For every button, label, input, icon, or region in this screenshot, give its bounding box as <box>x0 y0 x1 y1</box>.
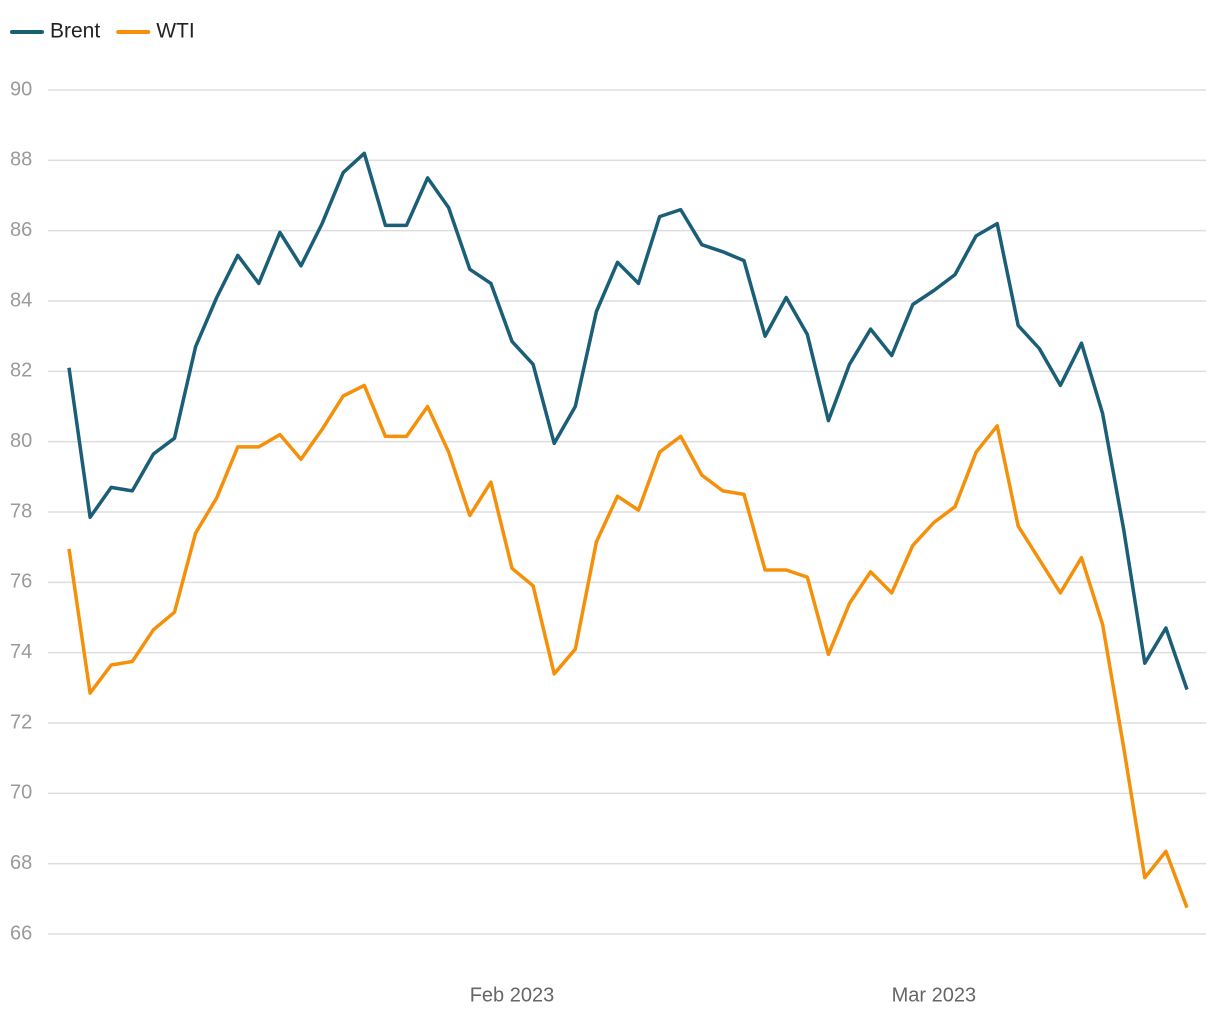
legend-label: WTI <box>156 20 194 43</box>
y-tick-label: 72 <box>10 711 32 733</box>
y-tick-label: 86 <box>10 219 32 241</box>
y-tick-label: 70 <box>10 782 32 804</box>
legend-label: Brent <box>50 20 100 43</box>
y-tick-label: 90 <box>10 78 32 100</box>
y-tick-label: 88 <box>10 149 32 171</box>
series-line <box>67 383 1189 909</box>
y-tick-label: 68 <box>10 852 32 874</box>
series-line <box>67 151 1189 691</box>
y-tick-label: 78 <box>10 500 32 522</box>
y-tick-label: 76 <box>10 571 32 593</box>
x-tick-label: Feb 2023 <box>470 984 555 1006</box>
y-tick-label: 84 <box>10 289 32 311</box>
y-tick-label: 80 <box>10 430 32 452</box>
y-tick-label: 82 <box>10 360 32 382</box>
y-tick-label: 74 <box>10 641 32 663</box>
y-tick-label: 66 <box>10 922 32 944</box>
x-tick-label: Mar 2023 <box>892 984 977 1006</box>
